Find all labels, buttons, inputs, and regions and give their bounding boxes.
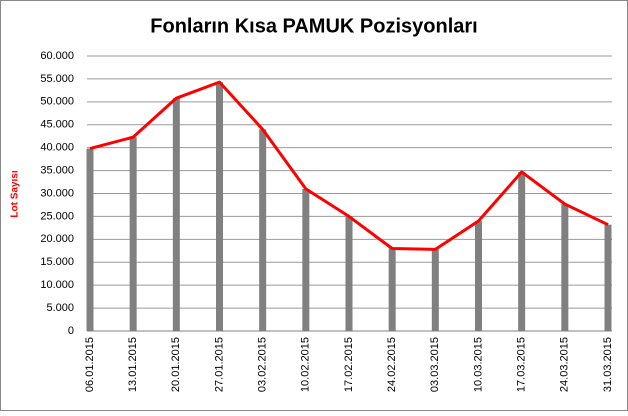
y-tick-label: 10.000 <box>40 279 74 291</box>
bar <box>345 216 353 331</box>
y-tick-label: 60.000 <box>40 50 74 62</box>
x-tick-label: 10.02.2015 <box>300 337 312 392</box>
x-tick-label: 13.01.2015 <box>127 337 139 392</box>
bar <box>86 148 94 331</box>
x-tick-label: 10.03.2015 <box>472 337 484 392</box>
y-tick-label: 45.000 <box>40 119 74 131</box>
line <box>89 80 609 251</box>
bar <box>172 98 180 332</box>
bar <box>388 248 396 331</box>
bar <box>302 188 310 331</box>
x-tick-label: 24.03.2015 <box>559 337 571 392</box>
y-tick-label: 20.000 <box>40 233 74 245</box>
x-tick-label: 03.03.2015 <box>429 337 441 392</box>
y-tick-label: 55.000 <box>40 73 74 85</box>
y-axis-label: Lot Sayısı <box>10 170 21 217</box>
bar <box>604 224 612 331</box>
x-tick-label: 06.01.2015 <box>84 337 96 392</box>
bar <box>129 137 137 331</box>
y-tick-label: 40.000 <box>40 142 74 154</box>
x-tick-label: 17.02.2015 <box>343 337 355 392</box>
chart-title: Fonların Kısa PAMUK Pozisyonları <box>150 15 477 37</box>
bar <box>431 249 439 331</box>
bar <box>518 171 526 331</box>
y-tick-label: 0 <box>68 325 74 337</box>
y-tick-label: 25.000 <box>40 210 74 222</box>
bar <box>561 204 569 331</box>
y-tick-label: 50.000 <box>40 96 74 108</box>
x-tick-label: 20.01.2015 <box>170 337 182 392</box>
y-tick-label: 35.000 <box>40 164 74 176</box>
bar <box>259 129 267 331</box>
y-tick-label: 15.000 <box>40 256 74 268</box>
x-tick-label: 31.03.2015 <box>602 337 614 392</box>
bar <box>475 221 482 331</box>
y-tick-label: 5.000 <box>46 302 74 314</box>
x-tick-label: 03.02.2015 <box>257 337 269 392</box>
bar <box>216 82 223 331</box>
y-tick-label: 30.000 <box>40 187 74 199</box>
x-tick-label: 24.02.2015 <box>386 337 398 392</box>
x-tick-label: 17.03.2015 <box>516 337 528 392</box>
x-tick-label: 27.01.2015 <box>213 337 225 392</box>
